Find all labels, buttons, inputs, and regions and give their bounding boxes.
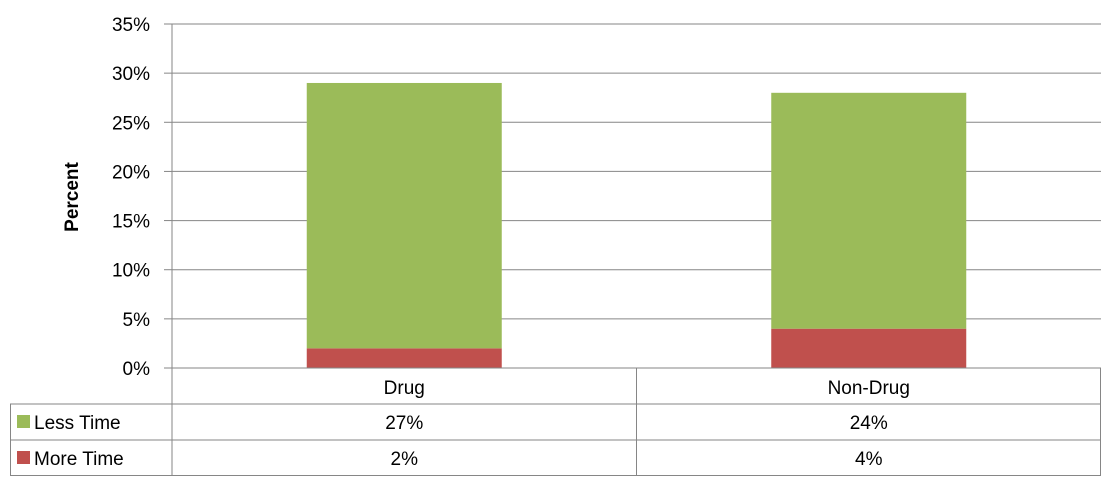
legend-swatch (17, 415, 30, 428)
bar-more-time-drug (306, 348, 502, 368)
bar-more-time-non-drug (771, 328, 967, 368)
y-tick-label: 35% (112, 15, 150, 36)
x-category-label: Drug (384, 378, 425, 399)
data-label: 27% (385, 413, 423, 434)
y-tick-label: 15% (112, 212, 150, 233)
y-tick-label: 20% (112, 162, 150, 183)
y-tick-label: 25% (112, 113, 150, 134)
data-label: 24% (850, 413, 888, 434)
y-tick-label: 0% (123, 359, 151, 380)
x-category-label: Non-Drug (828, 378, 910, 399)
bars (306, 82, 967, 368)
y-axis-label: Percent (62, 161, 83, 231)
data-label: 2% (391, 449, 419, 470)
data-table: Drug Non-Drug Less Time 27% 24% More Time 2% 4% (10, 368, 1101, 476)
y-tick-label: 10% (112, 261, 150, 282)
legend-label: Less Time (34, 413, 121, 434)
y-tick-labels: 0% 5% 10% 15% 20% 25% 30% 35% (112, 15, 150, 380)
y-tick-label: 30% (112, 64, 150, 85)
legend-label: More Time (34, 449, 124, 470)
y-tick-label: 5% (123, 310, 151, 331)
data-label: 4% (855, 449, 883, 470)
bar-less-time-non-drug (771, 92, 967, 329)
bar-less-time-drug (306, 82, 502, 349)
legend-swatch (17, 451, 30, 464)
